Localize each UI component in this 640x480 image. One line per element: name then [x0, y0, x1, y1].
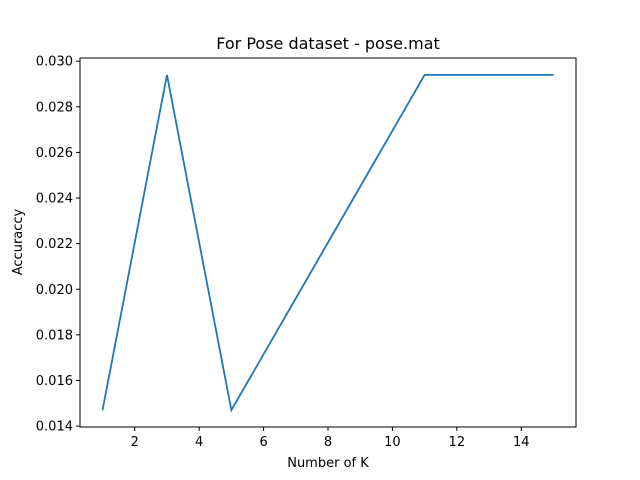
y-axis: 0.014 0.016 0.018 0.020 0.022 0.024 0.026 0.028…	[36, 55, 80, 435]
x-tick-label: 2	[131, 435, 139, 450]
x-axis: 2 4 6 8 10 12 14	[131, 427, 530, 450]
y-tick-label: 0.030	[36, 55, 73, 70]
chart-title: For Pose dataset - pose.mat	[216, 34, 440, 53]
y-tick-label: 0.018	[36, 328, 73, 343]
y-tick-label: 0.016	[36, 374, 73, 389]
y-tick-label: 0.026	[36, 146, 73, 161]
x-tick-label: 4	[195, 435, 203, 450]
x-tick-label: 12	[449, 435, 466, 450]
series-line-0	[101, 73, 554, 413]
y-tick-label: 0.024	[36, 192, 73, 207]
y-tick-label: 0.022	[36, 237, 73, 252]
y-axis-label: Accuraccy	[11, 208, 26, 275]
y-tick-label: 0.028	[36, 100, 73, 115]
x-tick-label: 10	[384, 435, 401, 450]
x-tick-label: 6	[259, 435, 267, 450]
x-tick-label: 8	[324, 435, 332, 450]
x-axis-label: Number of K	[287, 456, 369, 471]
y-tick-label: 0.014	[36, 420, 73, 435]
plot-area	[101, 73, 554, 413]
y-tick-label: 0.020	[36, 283, 73, 298]
x-tick-label: 14	[513, 435, 530, 450]
